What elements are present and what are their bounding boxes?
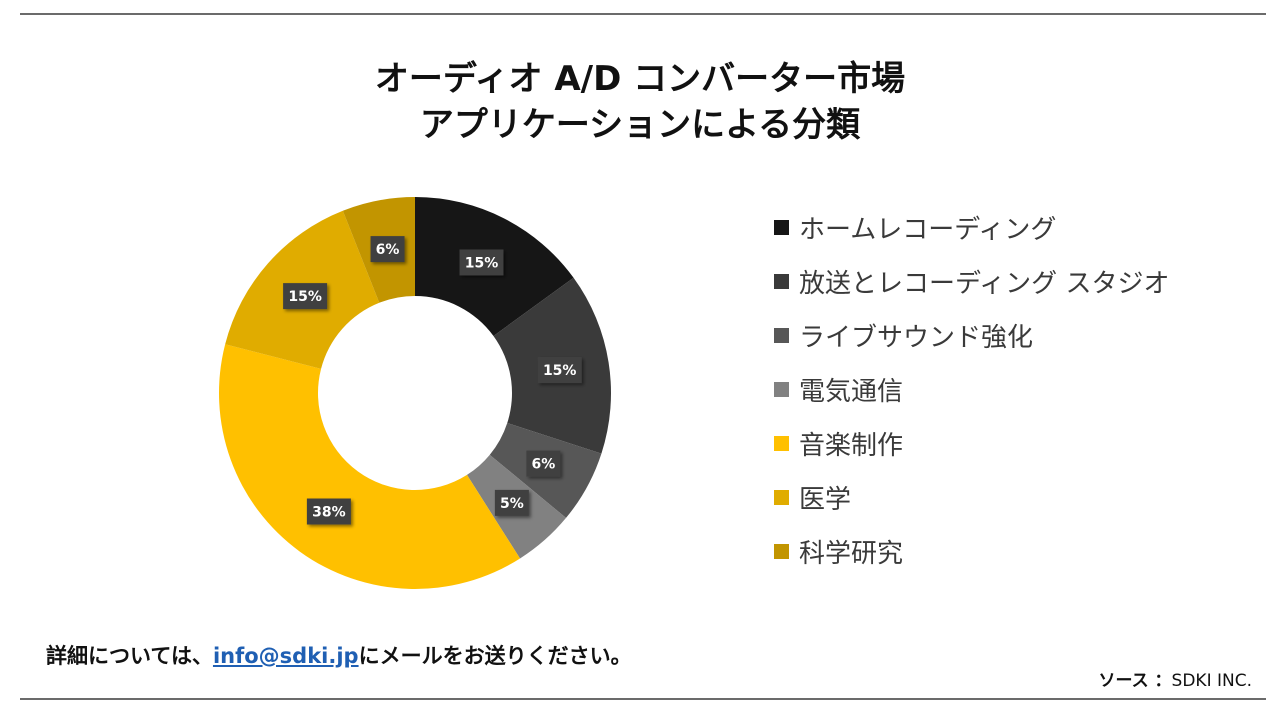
- data-label-7: 6%: [370, 236, 405, 263]
- data-label-text: 38%: [312, 505, 346, 521]
- legend-item-3: ライブサウンド強化: [774, 308, 1169, 362]
- chart-title-line2: アプリケーションによる分類: [419, 105, 861, 145]
- data-label-box: [370, 236, 405, 263]
- chart-title-line1: オーディオ A/D コンバーター市場: [374, 59, 906, 99]
- data-label-5: 38%: [306, 498, 351, 525]
- legend-label: 放送とレコーディング スタジオ: [799, 268, 1170, 299]
- data-label-text: 15%: [465, 255, 499, 271]
- legend-label: 音楽制作: [799, 430, 904, 461]
- data-label-box: [306, 498, 351, 525]
- legend-item-1: ホームレコーディング: [774, 200, 1169, 254]
- data-label-text: 6%: [531, 457, 555, 473]
- legend-swatch: [774, 327, 789, 343]
- contact-note: 詳細については、info@sdki.jpにメールをお送りください。: [46, 640, 632, 670]
- legend-item-7: 科学研究: [774, 524, 1169, 578]
- data-label-box: [526, 450, 561, 477]
- chart-title: オーディオ A/D コンバーター市場 アプリケーションによる分類: [0, 56, 1280, 148]
- data-label-3: 6%: [526, 450, 561, 477]
- legend-item-4: 電気通信: [774, 362, 1169, 416]
- legend-item-2: 放送とレコーディング スタジオ: [774, 254, 1169, 308]
- data-label-6: 15%: [283, 283, 328, 310]
- legend-swatch: [774, 219, 789, 235]
- data-label-text: 5%: [500, 496, 524, 512]
- data-label-text: 15%: [288, 289, 322, 305]
- legend-label: 医学: [799, 484, 852, 515]
- legend-swatch: [774, 543, 789, 559]
- top-rule: [20, 13, 1266, 15]
- data-label-4: 5%: [494, 489, 529, 516]
- donut-chart: 15% 15% 6% 5% 38% 15% 6%: [218, 197, 611, 589]
- legend-label: 電気通信: [799, 376, 904, 407]
- legend-swatch: [774, 273, 789, 289]
- legend-swatch: [774, 489, 789, 505]
- legend-item-6: 医学: [774, 470, 1169, 524]
- chart-legend: ホームレコーディング放送とレコーディング スタジオ ライブサウンド強化 電気通信音楽…: [774, 200, 1169, 578]
- legend-label: ライブサウンド強化: [799, 322, 1034, 353]
- source-label: ソース ：: [1098, 671, 1172, 691]
- legend-swatch: [774, 435, 789, 451]
- contact-email-link[interactable]: info@sdki.jp: [212, 644, 359, 668]
- legend-label: ホームレコーディング: [799, 214, 1057, 245]
- legend-item-5: 音楽制作: [774, 416, 1169, 470]
- source-value: SDKI INC.: [1171, 671, 1252, 691]
- contact-suffix: にメールをお送りください。: [358, 644, 632, 668]
- data-label-box: [459, 249, 504, 276]
- data-label-2: 15%: [537, 357, 582, 384]
- data-label-box: [494, 489, 529, 516]
- data-label-box: [283, 283, 328, 310]
- data-label-1: 15%: [459, 249, 504, 276]
- bottom-rule: [20, 698, 1266, 700]
- source-note: ソース ：SDKI INC.: [1098, 666, 1252, 691]
- legend-swatch: [774, 381, 789, 397]
- contact-prefix: 詳細については、: [46, 644, 213, 668]
- legend-label: 科学研究: [799, 538, 904, 569]
- slice-5: [218, 344, 521, 589]
- data-label-text: 6%: [376, 242, 400, 258]
- data-label-text: 15%: [543, 363, 577, 379]
- data-label-box: [537, 357, 582, 384]
